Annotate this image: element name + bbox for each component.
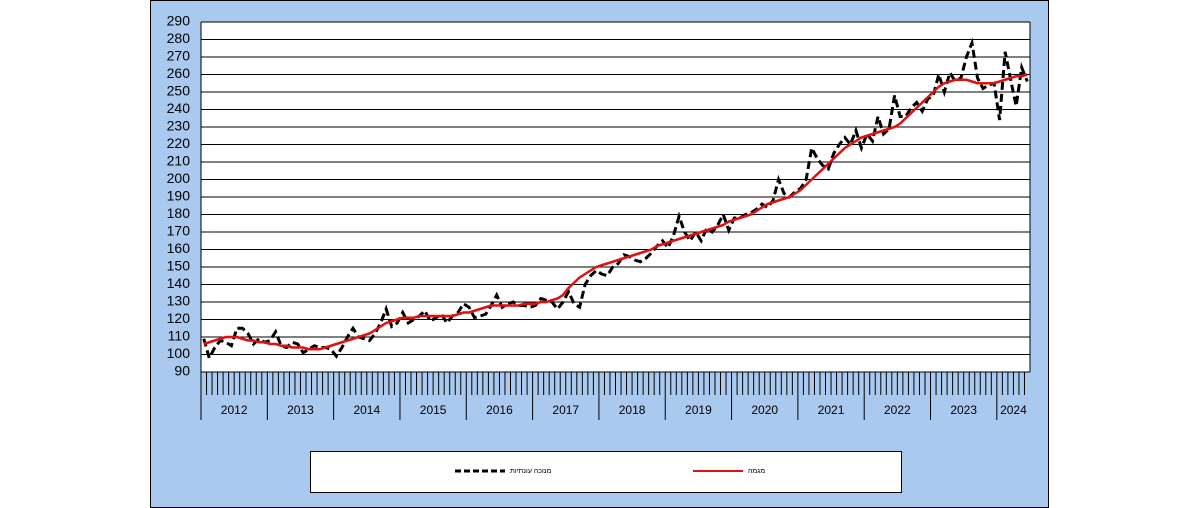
x-tick-label: 2019	[685, 403, 712, 417]
x-tick-label: 2017	[552, 403, 579, 417]
x-tick-label: 2012	[221, 403, 248, 417]
y-tick-label: 200	[167, 170, 191, 186]
y-tick-label: 270	[167, 48, 191, 64]
x-tick-label: 2024	[1000, 403, 1027, 417]
series-line	[202, 37, 1029, 363]
y-tick-label: 160	[167, 240, 191, 256]
y-tick-label: 210	[167, 153, 191, 169]
y-tick-label: 190	[167, 188, 191, 204]
x-tick-label: 2022	[884, 403, 911, 417]
x-tick-label: 2014	[353, 403, 380, 417]
y-tick-label: 230	[167, 118, 191, 134]
series-line	[203, 73, 1028, 351]
x-tick-label: 2023	[950, 403, 977, 417]
y-tick-label: 150	[167, 258, 191, 274]
y-tick-label: 100	[167, 345, 191, 361]
y-tick-label: 90	[174, 363, 190, 379]
y-tick-label: 290	[167, 13, 191, 29]
x-tick-label: 2021	[818, 403, 845, 417]
y-tick-label: 110	[168, 328, 191, 344]
y-tick-label: 250	[167, 83, 191, 99]
legend-label: מנוכה עונתיות	[510, 468, 552, 475]
y-tick-label: 180	[167, 205, 191, 221]
y-tick-label: 120	[167, 310, 191, 326]
y-tick-label: 220	[167, 135, 191, 151]
legend	[310, 451, 902, 493]
x-tick-label: 2013	[287, 403, 314, 417]
y-tick-label: 280	[167, 30, 191, 46]
y-tick-label: 140	[167, 275, 191, 291]
y-tick-label: 170	[167, 223, 191, 239]
x-tick-label: 2020	[751, 403, 778, 417]
y-tick-label: 130	[167, 293, 191, 309]
legend-label: מגמה	[748, 468, 765, 475]
x-tick-label: 2016	[486, 403, 513, 417]
y-tick-label: 240	[167, 100, 191, 116]
y-tick-label: 260	[167, 65, 191, 81]
x-tick-label: 2018	[619, 403, 646, 417]
x-tick-label: 2015	[420, 403, 447, 417]
